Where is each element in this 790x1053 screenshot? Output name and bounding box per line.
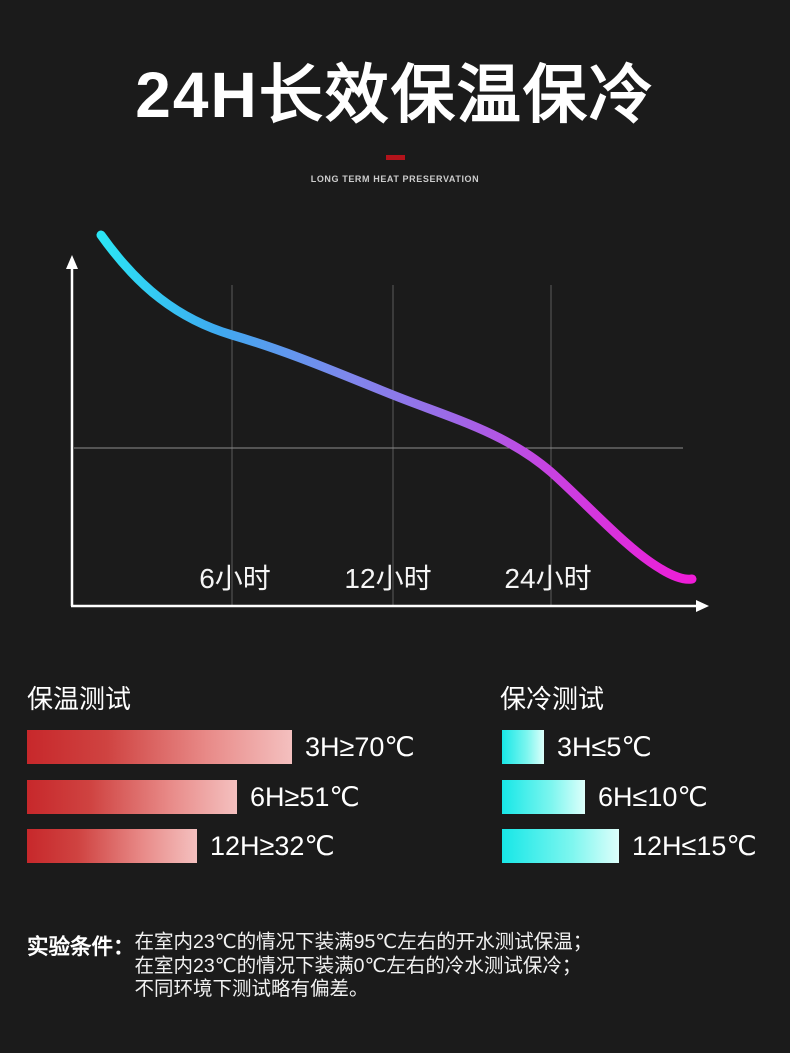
cold-bar-12h: [502, 829, 619, 863]
cold-bar-3h: [502, 730, 544, 764]
x-tick-label-6h: 6小时: [199, 563, 271, 594]
cold-bar-label-12h: 12H≤15℃: [632, 830, 757, 861]
page-subtitle: LONG TERM HEAT PRESERVATION: [310, 174, 480, 184]
y-axis-arrow-icon: [66, 255, 78, 269]
temperature-decay-chart: 6小时 12小时 24小时: [66, 230, 709, 612]
temperature-curve: [96, 230, 697, 584]
cold-bar-6h: [502, 780, 585, 814]
cold-bar-label-6h: 6H≤10℃: [598, 781, 708, 812]
heat-bar-label-12h: 12H≥32℃: [210, 830, 335, 861]
cold-test-heading: 保冷测试: [500, 684, 605, 714]
cold-test-row-12h: 12H≤15℃: [502, 829, 757, 863]
cold-test-row-3h: 3H≤5℃: [502, 730, 652, 764]
test-conditions-label: 实验条件：: [27, 935, 135, 959]
heat-bar-6h: [27, 780, 237, 814]
heat-test-row-6h: 6H≥51℃: [27, 780, 360, 814]
x-tick-label-12h: 12小时: [344, 563, 431, 594]
x-axis-arrow-icon: [696, 600, 709, 612]
heat-test-row-12h: 12H≥32℃: [27, 829, 335, 863]
test-conditions-lines: 在室内23℃的情况下装满95℃左右的开水测试保温； 在室内23℃的情况下装满0℃…: [135, 930, 593, 1002]
title-divider: [386, 155, 405, 160]
test-conditions: 实验条件： 在室内23℃的情况下装满95℃左右的开水测试保温； 在室内23℃的情…: [27, 930, 592, 1002]
heat-test-heading: 保温测试: [27, 684, 132, 714]
cold-test-row-6h: 6H≤10℃: [502, 780, 708, 814]
test-conditions-line-2: 在室内23℃的情况下装满0℃左右的冷水测试保冷；: [134, 954, 582, 977]
test-conditions-line-1: 在室内23℃的情况下装满95℃左右的开水测试保温；: [134, 931, 593, 953]
heat-test-row-3h: 3H≥70℃: [27, 730, 415, 764]
heat-bar-3h: [27, 730, 292, 764]
heat-bar-label-6h: 6H≥51℃: [250, 781, 360, 812]
heat-bar-12h: [27, 829, 197, 863]
test-conditions-line-3: 不同环境下测试略有偏差。: [134, 978, 369, 1000]
x-tick-label-24h: 24小时: [504, 563, 591, 594]
cold-bar-label-3h: 3H≤5℃: [557, 731, 652, 762]
heat-bar-label-3h: 3H≥70℃: [305, 731, 415, 762]
page-title: 24H长效保温保冷: [135, 59, 655, 131]
